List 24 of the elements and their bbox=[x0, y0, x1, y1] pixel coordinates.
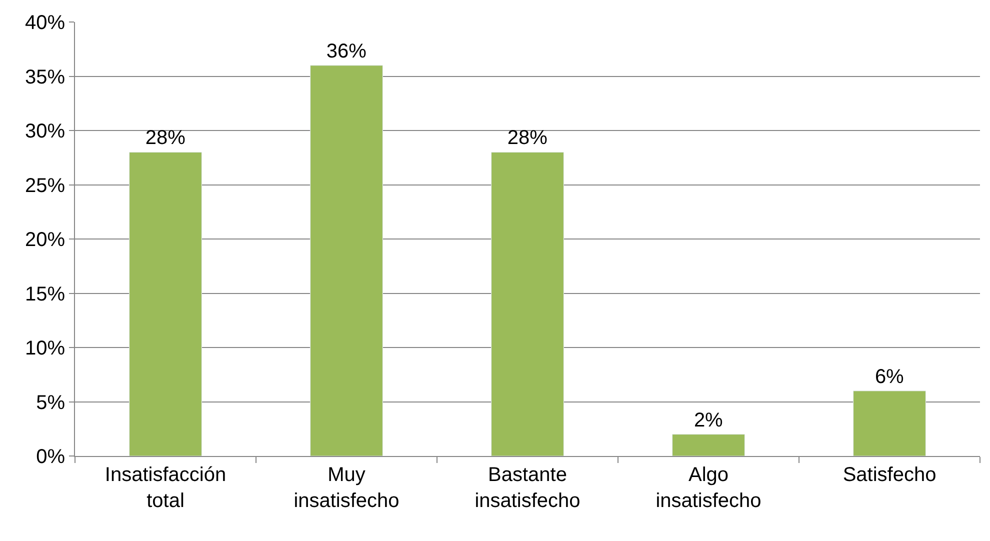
bar bbox=[491, 152, 564, 456]
bar bbox=[853, 390, 926, 456]
y-tick-label: 40% bbox=[24, 12, 66, 34]
y-tick-label: 25% bbox=[24, 174, 66, 197]
data-label: 2% bbox=[694, 409, 724, 432]
x-tick-label: Satisfecho bbox=[842, 464, 936, 486]
y-tick-label: 0% bbox=[36, 446, 66, 468]
data-label: 36% bbox=[326, 40, 367, 62]
y-tick-label: 30% bbox=[24, 120, 66, 142]
y-tick-label: 20% bbox=[24, 229, 66, 251]
y-tick-label: 35% bbox=[24, 66, 66, 88]
bar bbox=[672, 434, 745, 456]
y-tick-label: 10% bbox=[24, 338, 66, 360]
data-label: 6% bbox=[874, 366, 904, 388]
data-label: 28% bbox=[145, 127, 186, 150]
data-label: 28% bbox=[507, 127, 548, 150]
x-tick-label: Muy insatisfecho bbox=[294, 464, 400, 512]
bar bbox=[129, 152, 202, 456]
bar bbox=[310, 65, 383, 456]
y-tick-label: 5% bbox=[36, 392, 66, 414]
x-tick-label: Insatisfacción total bbox=[104, 464, 226, 512]
y-tick-label: 15% bbox=[24, 283, 66, 306]
x-tick-label: Bastante insatisfecho bbox=[474, 464, 580, 512]
x-tick-label: Algo insatisfecho bbox=[656, 464, 762, 512]
